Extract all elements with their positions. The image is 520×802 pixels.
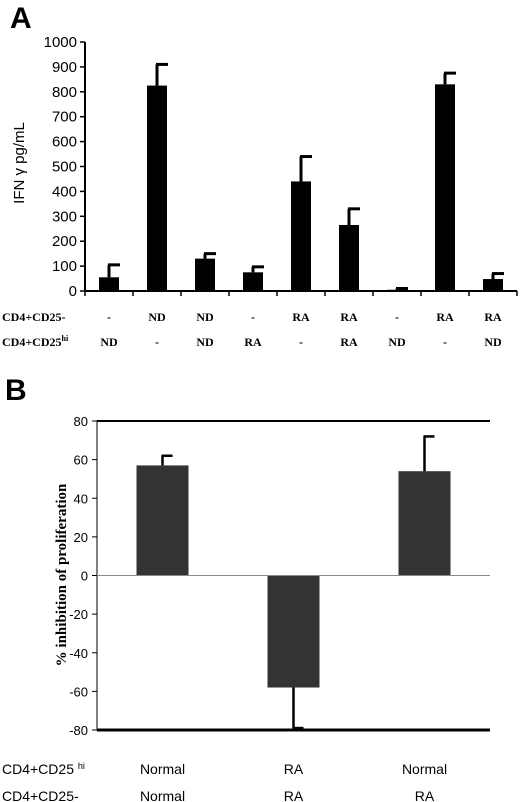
panel-a-bar — [291, 181, 311, 291]
panel-a-y-tick-label: 400 — [52, 183, 77, 200]
panel-a-bars — [99, 62, 504, 291]
panel-a-bar — [195, 258, 215, 291]
panel-b-row-label-cd25hi-main: CD4+CD25 — [2, 761, 78, 777]
panel-a-condition-cd25hi: RA — [244, 335, 262, 349]
panel-a-row-label-cd25neg-main: CD4+CD25- — [2, 310, 66, 324]
panel-b-row-label-cd25hi-sup: hi — [78, 761, 85, 771]
panel-a-y-tick-label: 100 — [52, 258, 77, 275]
panel-b-condition-labels: Normal Normal RA RA Normal RA — [140, 761, 447, 802]
panel-b-y-tick-label: -20 — [69, 607, 88, 622]
panel-a-y-tick-label: 500 — [52, 159, 77, 176]
panel-a-row-label-cd25hi: CD4+CD25hi — [2, 334, 69, 349]
panel-a-bar — [243, 272, 263, 291]
panel-a-bar — [483, 279, 503, 291]
panel-b-y-tick-label: 60 — [74, 453, 88, 468]
panel-a-condition-cd25neg: RA — [484, 310, 502, 324]
panel-b-y-tick-label: 20 — [74, 530, 88, 545]
panel-a-y-axis-label: IFN γ pg/mL — [11, 122, 28, 204]
panel-b-y-tick-label: -60 — [69, 684, 88, 699]
panel-a-row-label-cd25hi-main: CD4+CD25 — [2, 335, 62, 349]
panel-a-condition-cd25neg: - — [251, 310, 255, 324]
panel-b-bar — [398, 471, 451, 576]
panel-a-axes — [84, 42, 518, 296]
panel-a-condition-cd25neg: ND — [196, 310, 214, 324]
panel-b-y-axis-label: % inhibition of proliferation — [54, 483, 70, 666]
panel-a-condition-cd25neg: RA — [340, 310, 358, 324]
panel-a-condition-cd25neg: - — [395, 310, 399, 324]
panel-b-bar — [136, 465, 189, 576]
panel-b-condition-cd25hi: Normal — [402, 761, 447, 777]
panel-a-y-tick-label: 0 — [69, 283, 77, 300]
panel-b-row-label-cd25hi: CD4+CD25 hi — [2, 761, 85, 777]
panel-a-condition-cd25hi: - — [155, 335, 159, 349]
panel-a-condition-cd25neg: - — [107, 310, 111, 324]
panel-a-y-tick-label: 700 — [52, 109, 77, 126]
panel-a-y-tick-label: 200 — [52, 233, 77, 250]
panel-b-condition-cd25neg: RA — [284, 788, 304, 802]
panel-a-condition-cd25neg: RA — [436, 310, 454, 324]
panel-a-condition-cd25hi: - — [299, 335, 303, 349]
panel-a-condition-cd25hi: ND — [100, 335, 118, 349]
panel-a-condition-cd25hi: ND — [484, 335, 502, 349]
panel-b-row-label-cd25neg: CD4+CD25- — [2, 788, 79, 802]
panel-a-y-tick-label: 900 — [52, 59, 77, 76]
panel-a-row-label-cd25neg: CD4+CD25- — [2, 310, 66, 324]
panel-a: A IFN γ pg/mL 0 100 200 300 400 500 600 700 800 9… — [2, 2, 518, 349]
panel-a-y-tick-label: 600 — [52, 134, 77, 151]
panel-b-y-ticks: -80 -60 -40 -20 0 20 40 60 80 — [69, 414, 97, 738]
panel-b-y-tick-label: 0 — [81, 569, 88, 584]
panel-a-row-label-cd25hi-sup: hi — [62, 334, 69, 343]
panel-a-letter: A — [10, 2, 32, 35]
panel-b-row-label-cd25neg-main: CD4+CD25- — [2, 788, 79, 802]
panel-b-axes — [96, 420, 490, 732]
panel-a-y-tick-label: 300 — [52, 208, 77, 225]
panel-a-condition-cd25hi: - — [443, 335, 447, 349]
panel-a-y-ticks: 0 100 200 300 400 500 600 700 800 900 1000 — [44, 34, 85, 300]
panel-b-y-tick-label: -80 — [69, 723, 88, 738]
panel-a-y-tick-label: 1000 — [44, 34, 77, 51]
panel-b-y-tick-label: 40 — [74, 491, 88, 506]
panel-b-bars — [136, 435, 451, 730]
panel-b: B % inhibition of proliferation -80 -60 -4… — [2, 374, 490, 802]
panel-a-bar — [147, 85, 167, 291]
panel-a-condition-cd25neg: ND — [148, 310, 166, 324]
panel-a-bar — [99, 277, 119, 291]
panel-b-condition-cd25neg: RA — [415, 788, 435, 802]
panel-a-bar — [339, 225, 359, 291]
panel-a-condition-cd25hi: ND — [388, 335, 406, 349]
panel-b-condition-cd25hi: Normal — [140, 761, 185, 777]
panel-a-bar — [435, 84, 455, 291]
panel-a-y-tick-label: 800 — [52, 84, 77, 101]
panel-a-condition-cd25neg: RA — [292, 310, 310, 324]
panel-a-condition-cd25hi: ND — [196, 335, 214, 349]
panel-b-y-tick-label: -40 — [69, 646, 88, 661]
panel-a-condition-labels: - ND ND - ND ND - RA RA - RA RA - ND RA - RA ND — [100, 310, 502, 349]
panel-a-condition-cd25hi: RA — [340, 335, 358, 349]
panel-b-condition-cd25neg: Normal — [140, 788, 185, 802]
panel-b-condition-cd25hi: RA — [284, 761, 304, 777]
panel-b-y-tick-label: 80 — [74, 414, 88, 429]
panel-b-letter: B — [5, 374, 27, 407]
panel-b-bar — [267, 575, 320, 688]
